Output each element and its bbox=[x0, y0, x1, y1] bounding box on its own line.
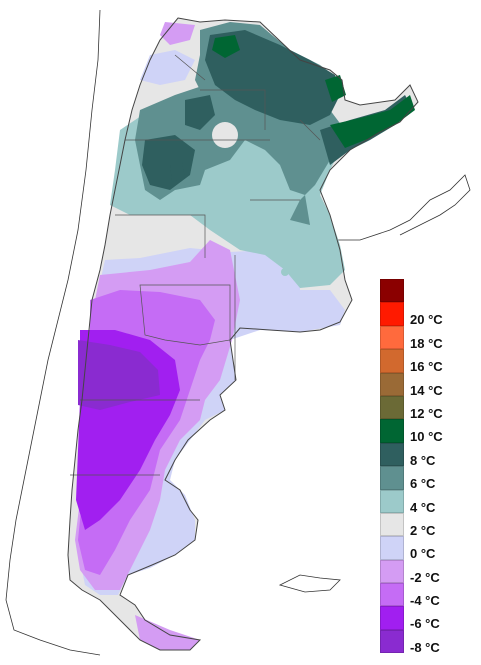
legend-label: 10 °C bbox=[410, 429, 443, 445]
legend-swatch bbox=[380, 372, 404, 396]
legend-row: 18 °C bbox=[380, 325, 470, 351]
legend-label: 2 °C bbox=[410, 522, 436, 538]
legend-row: 12 °C bbox=[380, 395, 470, 421]
legend-row: -4 °C bbox=[380, 583, 470, 609]
legend-swatch bbox=[380, 629, 404, 654]
legend-swatch bbox=[380, 606, 404, 630]
legend-row: 6 °C bbox=[380, 466, 470, 492]
legend-label: 8 °C bbox=[410, 452, 436, 468]
legend-row: -6 °C bbox=[380, 606, 470, 632]
legend-swatch bbox=[380, 442, 404, 467]
legend-swatch bbox=[380, 466, 404, 490]
province-borders bbox=[70, 54, 321, 476]
legend-label: 4 °C bbox=[410, 499, 436, 515]
legend-row: 16 °C bbox=[380, 349, 470, 375]
legend-swatch bbox=[380, 302, 404, 326]
legend-swatch bbox=[380, 419, 404, 443]
legend-row: 0 °C bbox=[380, 536, 470, 562]
legend-swatch bbox=[380, 349, 404, 373]
legend-label: 12 °C bbox=[410, 405, 443, 421]
country-outline bbox=[67, 17, 419, 651]
legend-swatch bbox=[380, 489, 404, 513]
legend-swatch bbox=[380, 536, 404, 560]
legend-label: 0 °C bbox=[410, 546, 436, 562]
legend-swatch bbox=[380, 395, 404, 420]
legend-row: -2 °C bbox=[380, 559, 470, 585]
legend-row: -8 °C bbox=[380, 629, 470, 655]
legend-swatch bbox=[380, 279, 404, 303]
temperature-regions bbox=[68, 18, 418, 650]
legend-row bbox=[380, 279, 470, 303]
legend-label: 6 °C bbox=[410, 476, 436, 492]
legend-row: 8 °C bbox=[380, 442, 470, 468]
legend-swatch bbox=[380, 325, 404, 350]
legend-row: 14 °C bbox=[380, 372, 470, 398]
legend-swatch bbox=[380, 512, 404, 537]
legend-label: -4 °C bbox=[410, 593, 440, 609]
legend-swatch bbox=[380, 583, 404, 607]
legend-label: 18 °C bbox=[410, 335, 443, 351]
legend-row: 20 °C bbox=[380, 302, 470, 328]
legend-swatch bbox=[380, 559, 404, 584]
legend-row: 4 °C bbox=[380, 489, 470, 515]
legend-label: -6 °C bbox=[410, 616, 440, 632]
legend-label: 14 °C bbox=[410, 382, 443, 398]
legend-row: 10 °C bbox=[380, 419, 470, 445]
legend-label: 20 °C bbox=[410, 312, 443, 328]
neighbor-outlines bbox=[5, 9, 471, 656]
legend-label: -2 °C bbox=[410, 569, 440, 585]
temperature-legend: 20 °C 18 °C 16 °C 14 °C 12 °C 10 °C 8 °C… bbox=[380, 279, 470, 655]
legend-label: 16 °C bbox=[410, 359, 443, 375]
legend-row: 2 °C bbox=[380, 512, 470, 538]
legend-label: -8 °C bbox=[410, 639, 440, 655]
